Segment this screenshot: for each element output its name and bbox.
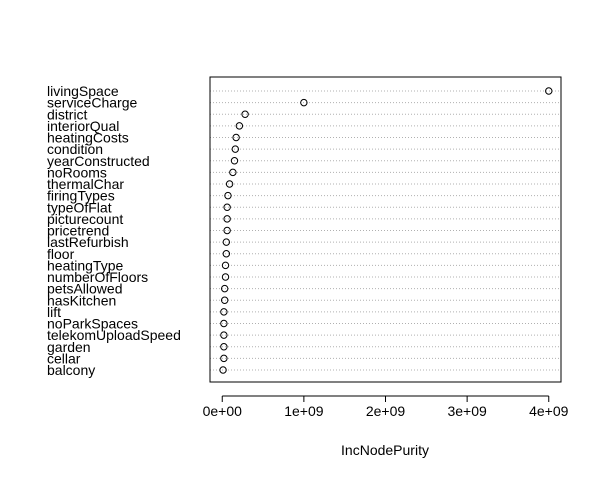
variable-label: numberOfFloors: [47, 269, 148, 285]
variable-label: hasKitchen: [47, 292, 116, 308]
variable-label: interiorQual: [47, 118, 119, 134]
x-axis: 0e+00 1e+09 2e+09 3e+09 4e+09: [203, 395, 569, 419]
data-point: [220, 319, 228, 328]
data-point: [221, 261, 230, 270]
data-point: [224, 191, 232, 200]
data-point: [223, 203, 231, 211]
x-tick-label: 2e+09: [366, 403, 406, 419]
variable-label: lift: [47, 304, 61, 320]
variable-label: cellar: [47, 350, 81, 366]
variable-label: firingTypes: [47, 188, 115, 204]
x-tick-label: 3e+09: [447, 403, 487, 419]
x-tick-label: 0e+00: [203, 403, 243, 419]
data-point: [225, 180, 234, 188]
variable-label: floor: [47, 246, 75, 262]
data-point: [223, 215, 231, 223]
data-point: [220, 308, 228, 316]
data-point: [545, 87, 553, 95]
variable-label: garden: [47, 339, 91, 355]
data-point: [220, 296, 229, 304]
variable-label: serviceCharge: [47, 95, 137, 111]
data-point: [232, 133, 240, 142]
data-point: [241, 110, 249, 118]
data-point: [222, 250, 231, 258]
variable-label: typeOfFlat: [47, 199, 112, 215]
data-point: [230, 157, 239, 165]
data-point: [223, 226, 231, 235]
plot-frame: [209, 76, 562, 383]
x-tick-label: 1e+09: [284, 403, 324, 419]
data-point: [220, 343, 228, 351]
variable-label: pricetrend: [47, 223, 109, 239]
variable-label: noParkSpaces: [47, 316, 138, 332]
data-point: [220, 284, 229, 293]
variable-label: condition: [47, 141, 103, 157]
data-point: [220, 354, 228, 363]
variable-label: noRooms: [47, 164, 107, 180]
variable-label: balcony: [47, 362, 95, 378]
data-point: [300, 98, 308, 107]
data-point: [221, 273, 230, 281]
data-point: [219, 366, 227, 374]
variable-label: district: [47, 106, 88, 122]
data-points: [219, 87, 553, 374]
variable-labels: livingSpaceserviceChargedistrictinterior…: [47, 83, 181, 378]
variable-label: telekomUploadSpeed: [47, 327, 181, 343]
x-tick-label: 4e+09: [529, 403, 569, 419]
variable-label: livingSpace: [47, 83, 119, 99]
data-point: [231, 145, 240, 153]
variable-label: thermalChar: [47, 176, 124, 192]
grid-lines: [210, 90, 561, 371]
variable-label: petsAllowed: [47, 281, 123, 297]
variable-label: heatingCosts: [47, 130, 129, 146]
data-point: [222, 238, 231, 246]
data-point: [229, 168, 237, 177]
data-point: [220, 331, 228, 339]
variable-label: yearConstructed: [47, 153, 150, 169]
data-point: [235, 122, 244, 130]
variable-label: lastRefurbish: [47, 234, 129, 250]
variable-label: picturecount: [47, 211, 123, 227]
variable-label: heatingType: [47, 257, 123, 273]
x-axis-title: IncNodePurity: [341, 442, 429, 458]
